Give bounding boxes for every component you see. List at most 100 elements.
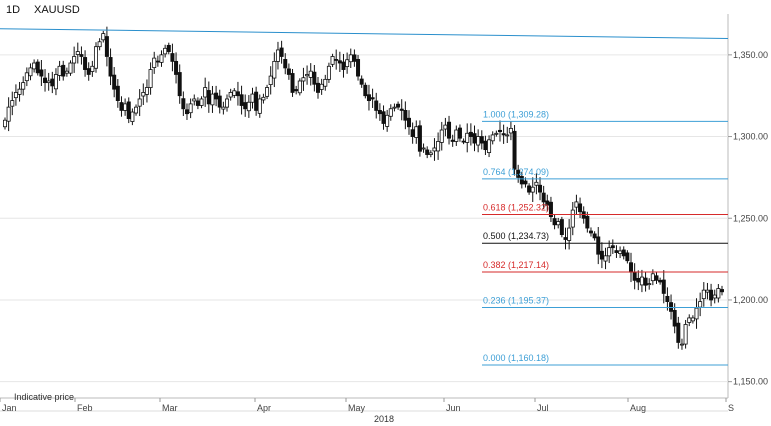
candle-body	[130, 111, 135, 122]
candle-body	[232, 90, 237, 96]
candle-body	[388, 108, 393, 117]
candle-body	[643, 277, 648, 286]
candle-body	[301, 77, 306, 82]
candle-body	[90, 65, 95, 72]
fibonacci-retracement[interactable]: 1.000 (1,309.28) 0.764 (1,274.09) 0.618 (1…	[482, 109, 728, 366]
candle-body	[334, 59, 339, 61]
candle-body	[170, 53, 175, 62]
candle-body	[86, 68, 91, 75]
candle-body	[337, 60, 342, 64]
candle-body	[64, 70, 69, 74]
fib-level-label: 0.618 (1,252.32)	[483, 202, 549, 212]
candle-body	[290, 73, 295, 93]
candle-body	[530, 186, 535, 193]
candle-body	[428, 152, 433, 155]
candle-body	[341, 61, 346, 70]
candle-body	[538, 184, 543, 193]
candle-body	[144, 87, 149, 95]
candle-body	[385, 114, 390, 127]
candle-body	[650, 273, 655, 282]
candle-body	[316, 82, 321, 93]
candle-body	[363, 84, 368, 97]
candle-body	[195, 100, 200, 106]
date-axis: Jan Feb Mar Apr May Jun Jul Aug S	[0, 398, 734, 413]
candle-body	[578, 203, 583, 213]
candle-body	[588, 230, 593, 234]
candle-body	[225, 98, 230, 108]
candle-body	[370, 97, 375, 100]
candle-body	[6, 106, 11, 122]
candle-body	[421, 147, 426, 150]
candle-body	[523, 180, 528, 185]
fib-level-label: 0.382 (1,217.14)	[483, 260, 549, 270]
x-tick-label: Apr	[257, 403, 271, 413]
x-tick-label: S	[728, 403, 734, 413]
candle-body	[235, 91, 240, 97]
candle-body	[661, 279, 666, 294]
fib-level-label: 0.000 (1,160.18)	[483, 353, 549, 363]
candle-body	[705, 289, 710, 293]
candle-body	[32, 62, 37, 70]
candle-body	[585, 215, 590, 229]
candle-body	[265, 87, 270, 97]
candle-body	[720, 289, 725, 293]
x-tick-label: Feb	[77, 403, 93, 413]
candle-body	[250, 93, 255, 103]
candle-body	[57, 65, 62, 76]
candle-body	[141, 92, 146, 97]
candle-body	[698, 301, 703, 308]
trendline[interactable]	[0, 28, 729, 40]
candle-body	[417, 125, 422, 152]
candle-body	[519, 176, 524, 185]
candle-body	[716, 288, 721, 299]
candle-body	[174, 60, 179, 75]
interval-label[interactable]: 1D	[6, 4, 21, 16]
candle-body	[68, 62, 73, 74]
candle-body	[308, 70, 313, 78]
candle-body	[683, 324, 688, 345]
candle-body	[570, 209, 575, 228]
candle-body	[104, 36, 109, 57]
candle-body	[159, 54, 164, 63]
year-label: 2018	[374, 414, 395, 424]
candle-body	[272, 60, 277, 79]
candle-body	[603, 255, 608, 262]
candle-body	[297, 80, 302, 94]
candle-body	[672, 310, 677, 327]
candle-body	[294, 89, 299, 92]
candle-body	[163, 47, 168, 55]
candle-body	[72, 56, 77, 64]
candle-body	[632, 271, 637, 281]
candle-body	[137, 98, 142, 107]
trendline-segment[interactable]	[0, 28, 729, 40]
candle-body	[505, 134, 510, 137]
symbol-label[interactable]: XAUUSD	[34, 4, 80, 16]
candle-body	[377, 110, 382, 115]
candle-body	[694, 307, 699, 320]
candle-body	[639, 276, 644, 286]
candle-body	[83, 57, 88, 70]
y-tick-label: 1,250.00	[733, 213, 768, 223]
candle-body	[567, 227, 572, 241]
x-tick-label: May	[348, 403, 366, 413]
y-tick-label: 1,350.00	[733, 50, 768, 60]
candle-body	[356, 59, 361, 77]
candle-body	[108, 57, 113, 77]
candle-body	[3, 119, 8, 128]
candle-body	[596, 236, 601, 255]
candle-body	[359, 78, 364, 85]
candle-body	[79, 54, 84, 57]
candle-body	[24, 72, 29, 82]
candle-body	[625, 252, 630, 262]
candle-body	[254, 91, 259, 111]
candle-body	[28, 67, 33, 77]
candle-body	[214, 92, 219, 100]
candle-body	[166, 44, 171, 52]
candle-body	[436, 141, 441, 152]
candle-body	[508, 127, 513, 134]
candle-body	[527, 185, 532, 193]
x-tick-label: Jul	[537, 403, 549, 413]
candle-body	[326, 65, 331, 80]
fib-level-label: 0.500 (1,234.73)	[483, 231, 549, 241]
candle-body	[614, 250, 619, 253]
